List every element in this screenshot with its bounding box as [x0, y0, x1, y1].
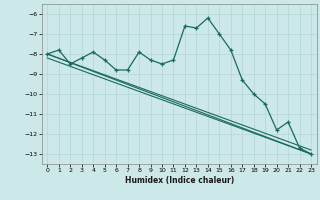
X-axis label: Humidex (Indice chaleur): Humidex (Indice chaleur) [124, 176, 234, 185]
